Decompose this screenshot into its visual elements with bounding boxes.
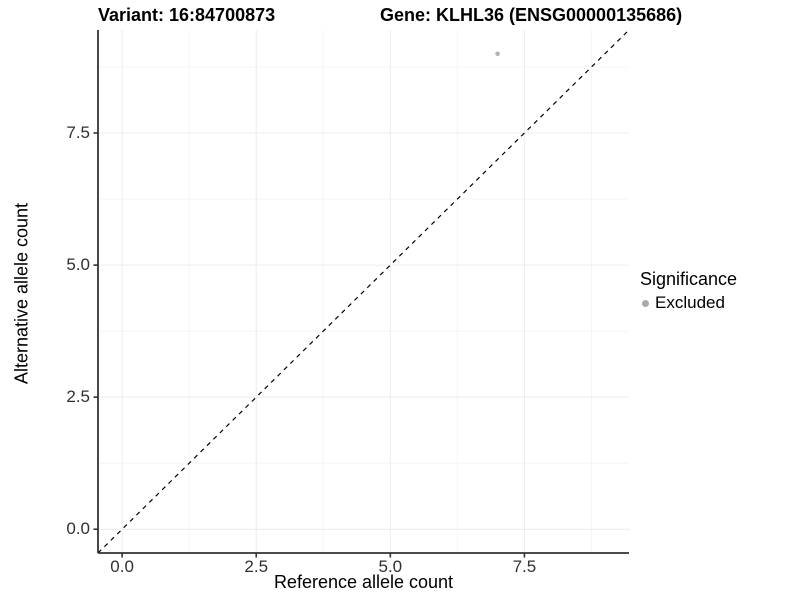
gene-title: Gene: KLHL36 (ENSG00000135686)	[380, 5, 683, 25]
y-axis-title: Alternative allele count	[11, 202, 32, 385]
y-tick-label: 0.0	[66, 519, 90, 539]
legend-item-excluded: Excluded	[640, 293, 737, 313]
x-tick-label: 5.0	[378, 557, 403, 576]
x-tick-label: 2.5	[244, 557, 269, 576]
plot-canvas	[93, 29, 630, 558]
y-tick-label: 2.5	[66, 387, 90, 407]
legend: Significance Excluded	[640, 269, 737, 313]
data-point-excluded	[495, 51, 500, 57]
identity-reference-line	[97, 29, 630, 554]
x-axis-title: Reference allele count	[273, 572, 454, 592]
y-tick-label: 7.5	[66, 123, 90, 142]
legend-title: Significance	[640, 269, 738, 289]
x-tick-label: 7.5	[512, 557, 537, 576]
x-tick-label: 0.0	[110, 557, 134, 576]
legend-item-label: Excluded	[655, 293, 725, 312]
plot-panel	[93, 29, 630, 558]
variant-title: Variant: 16:84700873	[98, 5, 276, 25]
y-tick-label: 5.0	[66, 255, 90, 275]
legend-key-dot-icon	[642, 299, 649, 307]
